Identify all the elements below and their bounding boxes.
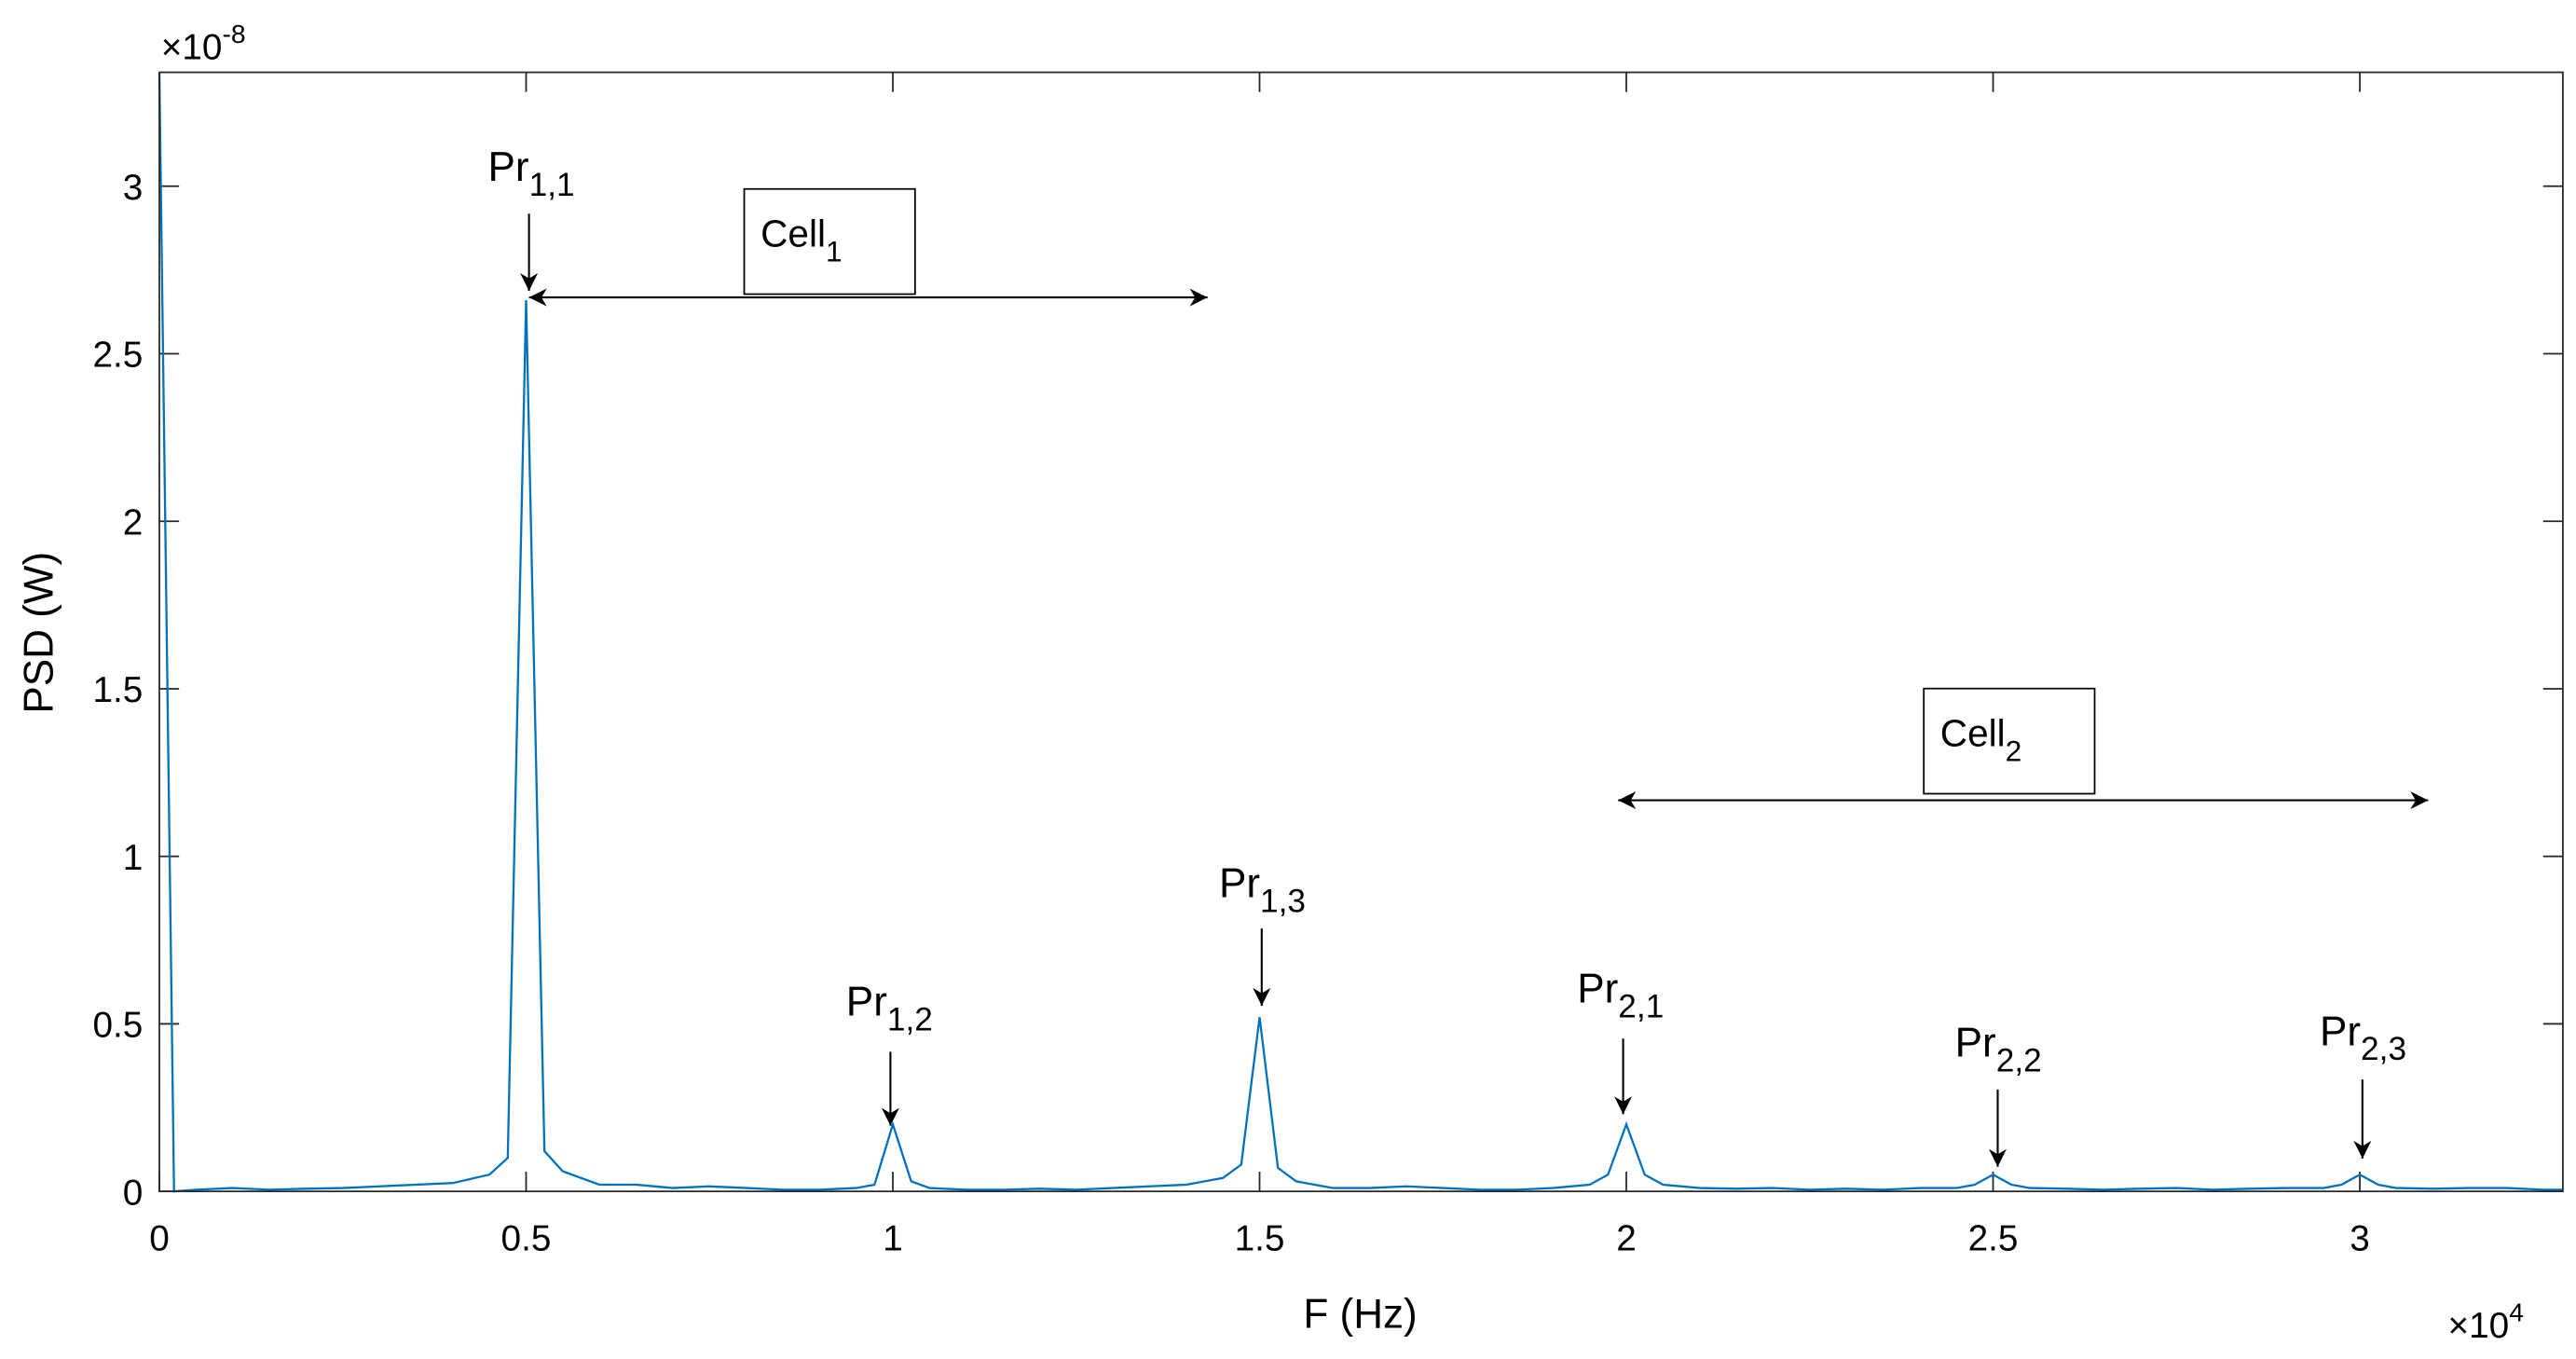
y-tick-label: 3 — [123, 168, 144, 208]
y-tick-label: 0 — [123, 1173, 144, 1213]
peak-annotation: Pr1,1 — [488, 144, 575, 203]
exponent-power: -8 — [223, 19, 246, 48]
annotation-text: Pr — [1219, 861, 1260, 907]
exponent-base: ×10 — [2448, 1306, 2510, 1346]
annotation-subscript: 2,1 — [1618, 988, 1664, 1024]
exponent-power: 4 — [2509, 1297, 2524, 1326]
peak-annotation: Pr1,2 — [846, 980, 933, 1038]
x-tick-label: 2.5 — [1968, 1219, 2019, 1259]
annotation-text: Pr — [2320, 1009, 2361, 1054]
annotation-subscript: 1,1 — [529, 167, 575, 203]
exponent-base: ×10 — [161, 27, 223, 67]
annotation-text: Pr — [1955, 1021, 1996, 1066]
y-tick-label: 1.5 — [92, 670, 143, 710]
x-tick-label: 1.5 — [1235, 1219, 1285, 1259]
cell-text: Cell — [1940, 711, 2006, 754]
y-tick-label: 1 — [123, 838, 144, 878]
y-tick-label: 2.5 — [92, 336, 143, 376]
cell-box — [743, 187, 916, 295]
annotation-text: Pr — [846, 980, 887, 1025]
peak-annotation: Pr2,1 — [1577, 966, 1664, 1024]
y-axis-label: PSD (W) — [16, 552, 62, 714]
peak-annotation: Pr1,3 — [1219, 861, 1306, 920]
annotation-text: Pr — [488, 144, 529, 190]
cell-label: Cell1 — [760, 212, 842, 268]
peak-annotation: Pr2,3 — [2320, 1009, 2406, 1067]
annotation-subscript: 1,3 — [1260, 883, 1306, 919]
plot-frame — [158, 71, 2564, 1193]
x-exponent: ×104 — [2448, 1297, 2524, 1346]
y-exponent: ×10-8 — [161, 19, 246, 68]
cell-text: Cell — [760, 212, 826, 254]
x-tick-label: 1 — [883, 1219, 903, 1259]
annotation-subscript: 2,2 — [1996, 1042, 2042, 1078]
data-line — [158, 72, 2563, 1193]
x-tick-label: 0 — [149, 1219, 170, 1259]
cell-subscript: 2 — [2006, 734, 2022, 767]
x-axis-label: F (Hz) — [1303, 1292, 1417, 1338]
x-tick-label: 0.5 — [501, 1219, 552, 1259]
x-tick-label: 3 — [2350, 1219, 2370, 1259]
cell-label: Cell2 — [1940, 711, 2021, 767]
y-tick-label: 0.5 — [92, 1006, 143, 1046]
cell-subscript: 1 — [826, 234, 843, 268]
annotation-text: Pr — [1577, 966, 1618, 1011]
y-tick-label: 2 — [123, 502, 144, 542]
x-tick-label: 2 — [1616, 1219, 1637, 1259]
annotation-subscript: 2,3 — [2361, 1031, 2406, 1067]
peak-annotation: Pr2,2 — [1955, 1021, 2042, 1079]
cell-box — [1923, 687, 2096, 795]
annotation-subscript: 1,2 — [887, 1001, 933, 1037]
